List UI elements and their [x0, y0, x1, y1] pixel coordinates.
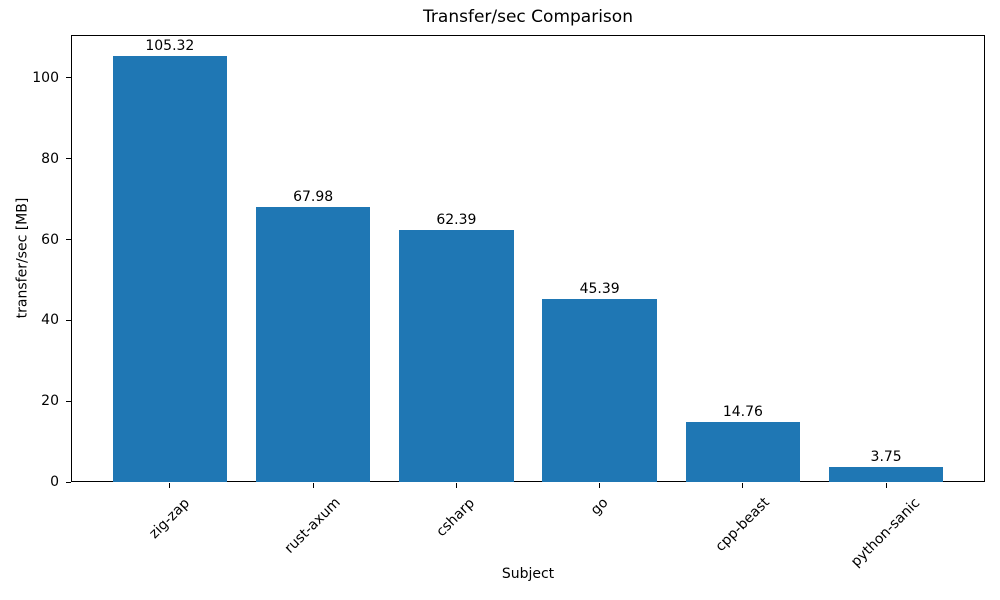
y-tick-label: 80 [41, 150, 59, 167]
x-tick-mark [599, 483, 601, 488]
x-tick-label-rust-axum: rust-axum [281, 495, 344, 558]
x-tick-label-cpp-beast: cpp-beast [712, 494, 773, 556]
bar-go [542, 298, 657, 482]
y-tick-label: 0 [50, 474, 59, 490]
y-tick-mark [66, 400, 71, 402]
y-tick-mark [66, 319, 71, 321]
bar-rust-axum [255, 207, 371, 482]
bar-value-label: 62.39 [436, 211, 477, 228]
bar-python-sanic [828, 466, 944, 482]
bar-zig-zap [112, 56, 228, 482]
x-tick-label-go: go [587, 494, 612, 519]
bar-cpp-beast [685, 422, 801, 482]
x-axis-title: Subject [501, 566, 555, 582]
x-tick-mark [312, 483, 314, 488]
x-tick-mark [169, 483, 171, 488]
y-tick-label: 20 [41, 393, 59, 410]
y-tick-label: 100 [32, 69, 59, 86]
y-tick-mark [66, 158, 71, 160]
y-tick-label: 40 [41, 312, 59, 329]
y-tick-label: 60 [41, 231, 59, 248]
x-tick-mark [742, 483, 744, 488]
bar-value-label: 67.98 [293, 189, 334, 206]
bar-value-label: 3.75 [870, 448, 902, 465]
x-tick-mark [455, 483, 457, 488]
bar-csharp [399, 229, 514, 482]
chart-title: Transfer/sec Comparison [423, 7, 633, 27]
y-axis-title: transfer/sec [MB] [14, 197, 31, 319]
bar-value-label: 45.39 [579, 280, 620, 297]
x-tick-label-zig-zap: zig-zap [146, 494, 193, 542]
bar-value-label: 105.32 [145, 38, 195, 55]
x-tick-label-csharp: csharp [433, 494, 479, 540]
y-tick-mark [66, 77, 71, 79]
y-tick-mark [66, 239, 71, 240]
y-tick-mark [66, 481, 71, 483]
bar-value-label: 14.76 [722, 404, 763, 421]
x-tick-label-python-sanic: python-sanic [848, 494, 924, 571]
x-tick-mark [885, 483, 887, 488]
